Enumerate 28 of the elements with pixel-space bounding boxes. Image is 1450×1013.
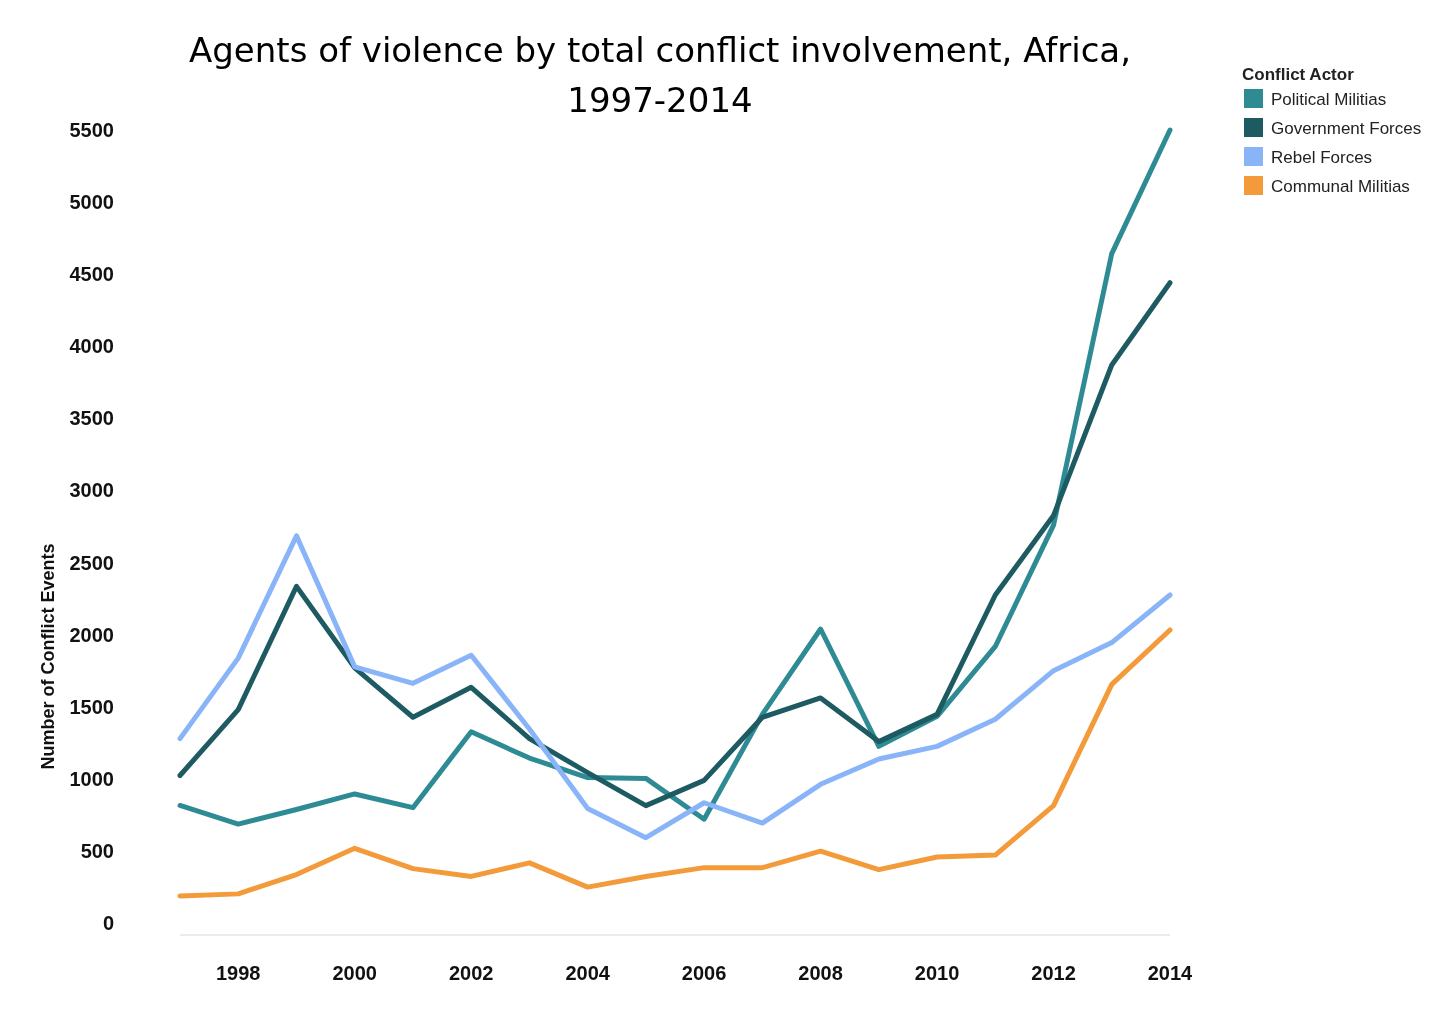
y-tick-label: 4500: [69, 263, 114, 286]
chart-title: Agents of violence by total conflict involvement, Africa, 1997-2014: [189, 30, 1131, 120]
y-axis-title: Number of Conflict Events: [38, 543, 58, 770]
x-tick-label: 2004: [565, 962, 611, 984]
x-tick-label: 1998: [215, 962, 261, 984]
y-tick-label: 3000: [69, 479, 114, 502]
legend-label: Political Militias: [1271, 90, 1387, 109]
legend-label: Communal Militias: [1271, 177, 1410, 196]
y-tick-label: 500: [80, 839, 114, 862]
y-tick-label: 2000: [69, 623, 114, 646]
x-tick-label: 2010: [914, 962, 960, 984]
x-tick-label: 2006: [681, 962, 727, 984]
y-tick-label: 3500: [69, 407, 114, 430]
legend-label: Rebel Forces: [1271, 148, 1373, 167]
legend-label: Government Forces: [1271, 119, 1422, 138]
y-tick-label: 1000: [69, 767, 114, 790]
x-tick-label: 2002: [448, 962, 494, 984]
y-tick-label: 5000: [69, 191, 114, 214]
x-tick-label: 2008: [798, 962, 843, 984]
y-tick-label: 2500: [69, 551, 114, 574]
x-tick-label: 2000: [332, 962, 377, 984]
legend-title: Conflict Actor: [1242, 65, 1355, 84]
y-tick-label: 4000: [69, 335, 114, 358]
y-tick-label: 1500: [69, 695, 114, 718]
x-tick-label: 2012: [1031, 962, 1076, 984]
y-tick-label: 0: [102, 912, 114, 934]
y-tick-label: 5500: [69, 119, 114, 141]
x-tick-label: 2014: [1147, 962, 1194, 984]
